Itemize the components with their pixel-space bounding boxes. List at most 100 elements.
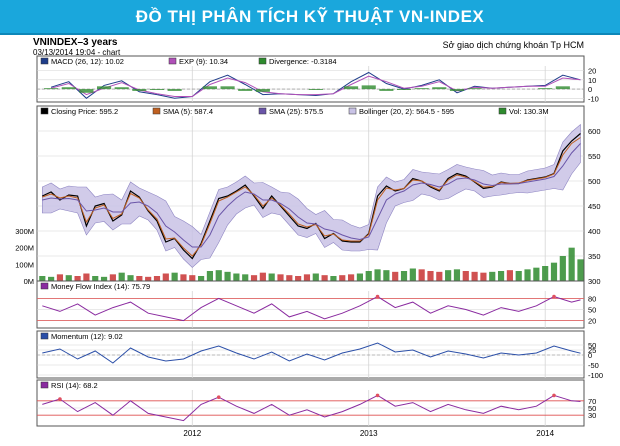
y-tick-label: 20: [588, 67, 596, 76]
legend-square-icon: [258, 57, 267, 65]
volume-tick-label: 300M: [15, 227, 34, 236]
volume-bar: [577, 259, 584, 281]
y-tick-label: 350: [588, 252, 601, 261]
divergence-bar: [467, 88, 482, 90]
y-tick-label: -100: [588, 371, 603, 380]
volume-bar: [312, 273, 319, 281]
volume-tick-label: 200M: [15, 244, 34, 253]
volume-bar: [497, 271, 505, 281]
volume-bar: [277, 274, 284, 281]
volume-bar: [339, 275, 346, 281]
divergence-bar: [449, 89, 465, 91]
y-tick-label: 600: [588, 127, 601, 136]
volume-bar: [374, 269, 381, 281]
volume-bar: [153, 276, 161, 281]
legend-square-icon: [40, 381, 49, 389]
volume-tick-label: 100M: [15, 260, 34, 269]
divergence-bar: [432, 87, 447, 90]
divergence-bar: [238, 89, 253, 91]
y-tick-label: 50: [588, 341, 596, 350]
y-tick-label: 25: [588, 346, 596, 355]
legend-label: RSI (14): 68.2: [51, 381, 98, 390]
overbought-mark: [58, 397, 62, 401]
divergence-bar: [132, 89, 147, 91]
volume-bar: [365, 271, 372, 281]
volume-bar: [162, 273, 169, 281]
source-label: Sở giao dịch chứng khoán Tp HCM: [443, 40, 584, 50]
y-tick-label: 20: [588, 317, 596, 326]
volume-bar: [356, 273, 363, 281]
legend-square-icon: [40, 282, 49, 290]
volume-bar: [392, 271, 399, 281]
chart-timestamp: 03/13/2014 19:04 - chart: [33, 48, 121, 57]
overbought-mark: [216, 395, 221, 400]
legend-label: Momentum (12): 9.02: [51, 332, 123, 341]
bollinger-band: [41, 123, 581, 268]
volume-bar: [515, 271, 522, 281]
symbol: VNINDEX: [33, 37, 78, 48]
money-flow-index-14-line: [42, 296, 581, 322]
volume-bar: [74, 276, 81, 281]
volume-bar: [39, 276, 46, 281]
mfi-panel: 80 50 20 Money Flow Index (14): 75.79: [36, 280, 596, 329]
period: 3 years: [83, 37, 118, 48]
volume-bar: [524, 269, 531, 281]
y-tick-label: 10: [588, 76, 596, 85]
sma-25-line: [42, 143, 581, 248]
y-tick-label: 70: [588, 397, 596, 406]
overbought-mark: [375, 393, 380, 398]
volume-bar: [198, 276, 205, 281]
legend-square-icon: [152, 107, 161, 115]
volume-bar: [136, 276, 143, 281]
legend-square-icon: [258, 107, 267, 115]
volume-bar: [506, 270, 513, 281]
volume-bar: [489, 271, 496, 281]
legend-square-icon: [40, 332, 49, 340]
legend-label: Money Flow Index (14): 75.79: [51, 282, 150, 291]
volume-bar: [295, 276, 302, 281]
volume-bar: [409, 268, 416, 281]
volume-bar: [286, 275, 293, 281]
volume-bar: [480, 272, 487, 281]
legend-label: SMA (25): 575.5: [269, 107, 323, 116]
legend-label: SMA (5): 587.4: [163, 107, 213, 116]
y-tick-label: -10: [588, 94, 599, 103]
divergence-bar: [61, 87, 76, 90]
legend-square-icon: [40, 57, 49, 65]
rsi-14-line: [42, 394, 581, 422]
legend-label: EXP (9): 10.34: [179, 57, 228, 66]
divergence-bar: [538, 88, 553, 90]
volume-bar: [453, 269, 461, 281]
y-tick-label: 300: [588, 277, 601, 286]
y-tick-label: 50: [588, 306, 596, 315]
legend-square-icon: [168, 57, 177, 65]
momentum-12-line: [42, 342, 581, 364]
legend-square-icon: [498, 107, 507, 115]
divergence-bar: [361, 85, 376, 90]
volume-bar: [550, 262, 558, 281]
divergence-bar: [44, 88, 59, 90]
divergence-bar: [344, 86, 359, 90]
sma-5-line: [42, 137, 581, 257]
volume-bar: [180, 274, 187, 281]
x-tick-label: 2013: [360, 429, 378, 438]
y-tick-label: 500: [588, 177, 601, 186]
volume-bar: [559, 256, 566, 281]
volume-bar: [427, 271, 434, 281]
volume-bar: [542, 266, 549, 281]
divergence-bar: [96, 86, 112, 90]
volume-tick-label: 0M: [24, 277, 34, 286]
macd-frame: [36, 55, 585, 103]
volume-bar: [206, 271, 214, 281]
y-tick-label: 400: [588, 227, 601, 236]
legend-label: Closing Price: 595.2: [51, 107, 118, 116]
date-time: 03/13/2014 19:04: [33, 48, 96, 57]
divergence-bar: [255, 89, 270, 92]
volume-bar: [347, 274, 355, 281]
volume-bar: [383, 270, 390, 281]
divergence-bar: [202, 86, 217, 90]
x-tick-label: 2012: [183, 429, 201, 438]
